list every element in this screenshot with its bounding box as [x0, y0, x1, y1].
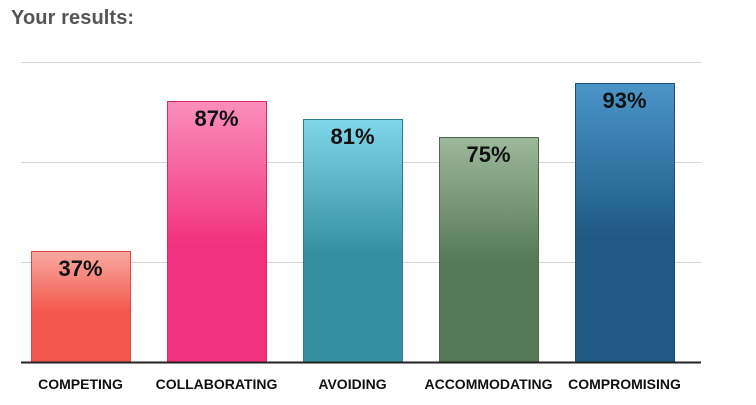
bar-value-label: 87%: [194, 106, 238, 131]
bar-avoiding: [303, 119, 403, 363]
bar-value-label: 75%: [466, 142, 510, 167]
bar-compromising: [575, 83, 675, 363]
category-label: AVOIDING: [318, 376, 386, 392]
results-heading: Your results:: [11, 7, 135, 29]
category-label: ACCOMMODATING: [424, 376, 552, 392]
bar-collaborating: [167, 101, 267, 363]
category-label: COMPETING: [38, 376, 123, 392]
bar-value-label: 37%: [58, 256, 102, 281]
category-label: COLLABORATING: [156, 376, 278, 392]
bar-value-label: 81%: [330, 124, 374, 149]
bar-accommodating: [439, 137, 539, 363]
bar-competing: [31, 251, 131, 363]
category-label: COMPROMISING: [568, 376, 681, 392]
bar-value-label: 93%: [602, 88, 646, 113]
